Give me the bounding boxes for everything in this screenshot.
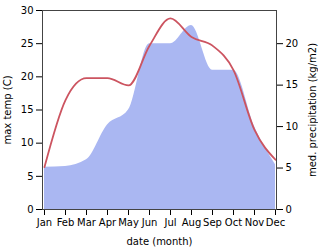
svg-text:Jan: Jan: [36, 217, 52, 228]
svg-text:0: 0: [286, 204, 292, 215]
svg-text:0: 0: [27, 204, 33, 215]
svg-text:5: 5: [27, 171, 33, 182]
svg-text:15: 15: [286, 79, 299, 90]
svg-text:10: 10: [286, 121, 299, 132]
svg-text:Feb: Feb: [57, 217, 75, 228]
svg-text:Sep: Sep: [203, 217, 222, 228]
svg-text:30: 30: [21, 5, 34, 16]
svg-text:20: 20: [21, 71, 34, 82]
svg-text:Oct: Oct: [225, 217, 242, 228]
svg-text:Nov: Nov: [245, 217, 265, 228]
svg-text:10: 10: [21, 137, 34, 148]
svg-text:25: 25: [21, 38, 34, 49]
svg-text:Aug: Aug: [182, 217, 202, 228]
svg-text:5: 5: [286, 162, 292, 173]
svg-text:Jun: Jun: [141, 217, 158, 228]
svg-text:Apr: Apr: [99, 217, 117, 228]
svg-text:date (month): date (month): [127, 236, 193, 247]
svg-text:May: May: [118, 217, 139, 228]
svg-text:Jul: Jul: [163, 217, 176, 228]
svg-text:Mar: Mar: [77, 217, 97, 228]
svg-text:20: 20: [286, 38, 299, 49]
svg-text:15: 15: [21, 104, 34, 115]
svg-text:max temp (C): max temp (C): [2, 75, 13, 144]
svg-text:med. precipitation (kg/m2): med. precipitation (kg/m2): [307, 43, 318, 177]
svg-text:Dec: Dec: [266, 217, 285, 228]
